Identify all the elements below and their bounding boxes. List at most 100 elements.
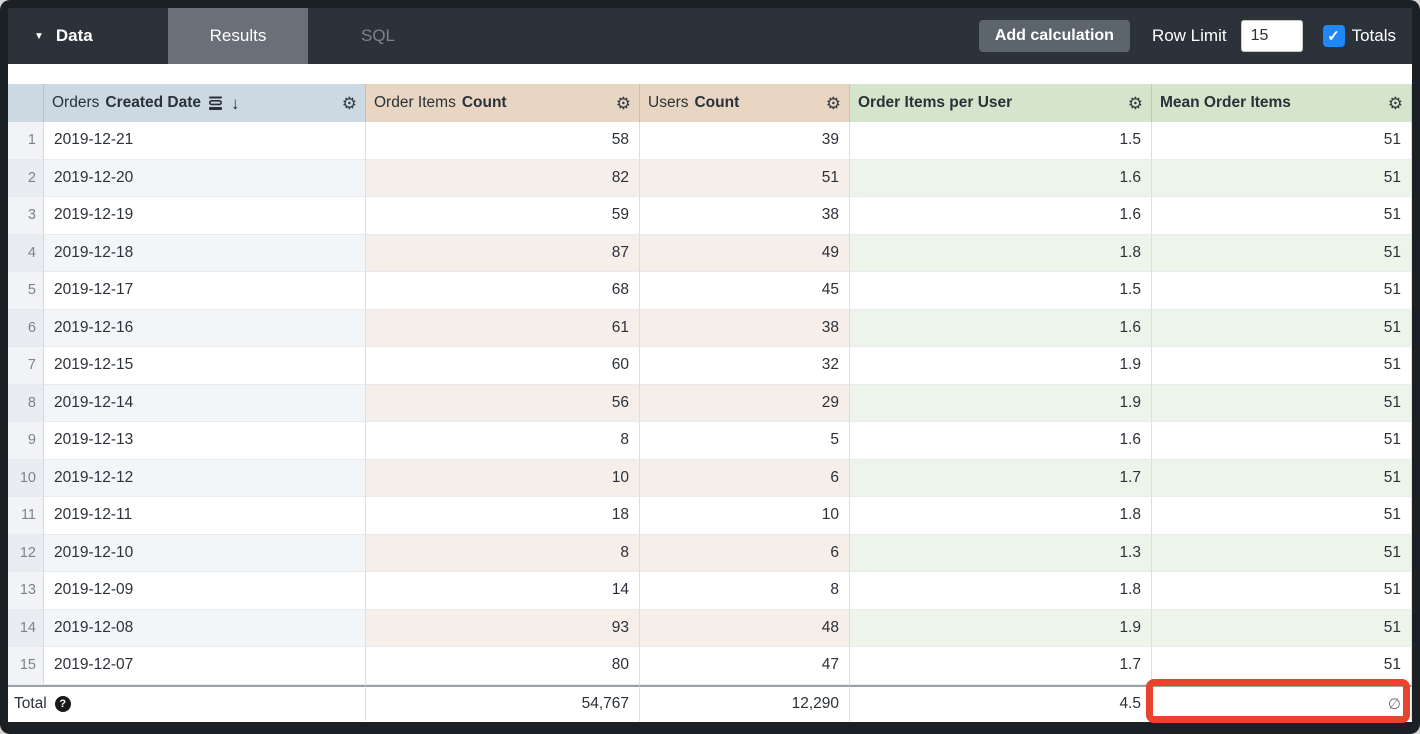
row-number-column-header [8, 84, 44, 122]
users-count-cell[interactable]: 51 [640, 159, 850, 197]
mean-order-items-cell[interactable]: 51 [1152, 272, 1412, 310]
order-items-per-user-cell[interactable]: 1.9 [850, 384, 1152, 422]
column-header-users-count[interactable]: Users Count ⚙ [640, 84, 850, 122]
users-count-cell[interactable]: 29 [640, 384, 850, 422]
order-items-count-cell[interactable]: 8 [366, 422, 640, 460]
date-cell[interactable]: 2019-12-10 [44, 534, 366, 572]
order-items-count-cell[interactable]: 59 [366, 197, 640, 235]
order-items-count-cell[interactable]: 68 [366, 272, 640, 310]
order-items-per-user-cell[interactable]: 1.6 [850, 159, 1152, 197]
date-cell[interactable]: 2019-12-07 [44, 647, 366, 685]
date-cell[interactable]: 2019-12-15 [44, 347, 366, 385]
order-items-count-cell[interactable]: 93 [366, 609, 640, 647]
users-count-cell[interactable]: 47 [640, 647, 850, 685]
mean-order-items-cell[interactable]: 51 [1152, 159, 1412, 197]
totals-toggle[interactable]: ✓ Totals [1322, 25, 1396, 47]
mean-order-items-cell[interactable]: 51 [1152, 197, 1412, 235]
order-items-per-user-cell[interactable]: 1.9 [850, 347, 1152, 385]
column-label-bold: Count [694, 94, 740, 111]
order-items-per-user-cell[interactable]: 1.7 [850, 647, 1152, 685]
users-count-cell[interactable]: 5 [640, 422, 850, 460]
order-items-count-cell[interactable]: 80 [366, 647, 640, 685]
totals-checkbox[interactable]: ✓ [1322, 25, 1345, 47]
add-calculation-button[interactable]: Add calculation [978, 20, 1130, 52]
mean-order-items-cell[interactable]: 51 [1152, 647, 1412, 685]
mean-order-items-cell[interactable]: 51 [1152, 534, 1412, 572]
order-items-count-cell[interactable]: 8 [366, 534, 640, 572]
order-items-per-user-cell[interactable]: 1.8 [850, 234, 1152, 272]
order-items-count-cell[interactable]: 56 [366, 384, 640, 422]
order-items-count-cell[interactable]: 14 [366, 572, 640, 610]
order-items-per-user-cell[interactable]: 1.5 [850, 272, 1152, 310]
mean-order-items-cell[interactable]: 51 [1152, 384, 1412, 422]
date-cell[interactable]: 2019-12-21 [44, 122, 366, 160]
order-items-per-user-cell[interactable]: 1.6 [850, 197, 1152, 235]
users-count-cell[interactable]: 8 [640, 572, 850, 610]
order-items-per-user-cell[interactable]: 1.7 [850, 459, 1152, 497]
column-label-prefix: Orders [52, 94, 100, 111]
order-items-count-cell[interactable]: 10 [366, 459, 640, 497]
date-cell[interactable]: 2019-12-18 [44, 234, 366, 272]
users-count-cell[interactable]: 6 [640, 534, 850, 572]
mean-order-items-cell[interactable]: 51 [1152, 347, 1412, 385]
order-items-per-user-cell[interactable]: 1.8 [850, 497, 1152, 535]
order-items-count-cell[interactable]: 87 [366, 234, 640, 272]
data-menu-button[interactable]: ▼ Data [8, 8, 168, 64]
column-header-mean-order-items[interactable]: Mean Order Items ⚙ [1152, 84, 1412, 122]
gear-icon[interactable]: ⚙ [341, 93, 357, 113]
order-items-per-user-cell[interactable]: 1.3 [850, 534, 1152, 572]
mean-order-items-cell[interactable]: 51 [1152, 309, 1412, 347]
mean-order-items-cell[interactable]: 51 [1152, 459, 1412, 497]
sort-descending-icon[interactable]: ↓ [231, 93, 240, 113]
column-header-orders-created-date[interactable]: Orders Created Date ↓ ⚙ [44, 84, 366, 122]
users-count-cell[interactable]: 32 [640, 347, 850, 385]
tab-results[interactable]: Results [168, 8, 308, 64]
users-count-cell[interactable]: 10 [640, 497, 850, 535]
totals-label: Totals [1351, 26, 1396, 45]
mean-order-items-cell[interactable]: 51 [1152, 572, 1412, 610]
order-items-count-cell[interactable]: 82 [366, 159, 640, 197]
order-items-per-user-cell[interactable]: 1.9 [850, 609, 1152, 647]
mean-order-items-cell[interactable]: 51 [1152, 497, 1412, 535]
gear-icon[interactable]: ⚙ [825, 93, 841, 113]
users-count-cell[interactable]: 38 [640, 197, 850, 235]
date-cell[interactable]: 2019-12-17 [44, 272, 366, 310]
date-cell[interactable]: 2019-12-20 [44, 159, 366, 197]
users-count-cell[interactable]: 49 [640, 234, 850, 272]
mean-order-items-cell[interactable]: 51 [1152, 422, 1412, 460]
help-icon[interactable]: ? [54, 695, 71, 712]
column-header-order-items-count[interactable]: Order Items Count ⚙ [366, 84, 640, 122]
date-cell[interactable]: 2019-12-14 [44, 384, 366, 422]
order-items-count-cell[interactable]: 61 [366, 309, 640, 347]
users-count-cell[interactable]: 39 [640, 122, 850, 160]
tab-sql[interactable]: SQL [308, 8, 448, 64]
date-fill-icon[interactable] [207, 94, 225, 112]
order-items-count-cell[interactable]: 18 [366, 497, 640, 535]
users-count-cell[interactable]: 6 [640, 459, 850, 497]
mean-order-items-cell[interactable]: 51 [1152, 609, 1412, 647]
order-items-per-user-cell[interactable]: 1.5 [850, 122, 1152, 160]
order-items-per-user-cell[interactable]: 1.8 [850, 572, 1152, 610]
order-items-per-user-cell[interactable]: 1.6 [850, 309, 1152, 347]
date-cell[interactable]: 2019-12-19 [44, 197, 366, 235]
row-limit-label: Row Limit [1151, 26, 1227, 45]
order-items-count-cell[interactable]: 58 [366, 122, 640, 160]
row-limit-input[interactable] [1240, 20, 1303, 52]
users-count-cell[interactable]: 48 [640, 609, 850, 647]
date-cell[interactable]: 2019-12-12 [44, 459, 366, 497]
users-count-cell[interactable]: 38 [640, 309, 850, 347]
order-items-count-cell[interactable]: 60 [366, 347, 640, 385]
column-header-order-items-per-user[interactable]: Order Items per User ⚙ [850, 84, 1152, 122]
gear-icon[interactable]: ⚙ [615, 93, 631, 113]
users-count-cell[interactable]: 45 [640, 272, 850, 310]
order-items-per-user-cell[interactable]: 1.6 [850, 422, 1152, 460]
mean-order-items-cell[interactable]: 51 [1152, 234, 1412, 272]
date-cell[interactable]: 2019-12-11 [44, 497, 366, 535]
date-cell[interactable]: 2019-12-08 [44, 609, 366, 647]
gear-icon[interactable]: ⚙ [1387, 93, 1403, 113]
mean-order-items-cell[interactable]: 51 [1152, 122, 1412, 160]
date-cell[interactable]: 2019-12-09 [44, 572, 366, 610]
date-cell[interactable]: 2019-12-13 [44, 422, 366, 460]
gear-icon[interactable]: ⚙ [1127, 93, 1143, 113]
date-cell[interactable]: 2019-12-16 [44, 309, 366, 347]
